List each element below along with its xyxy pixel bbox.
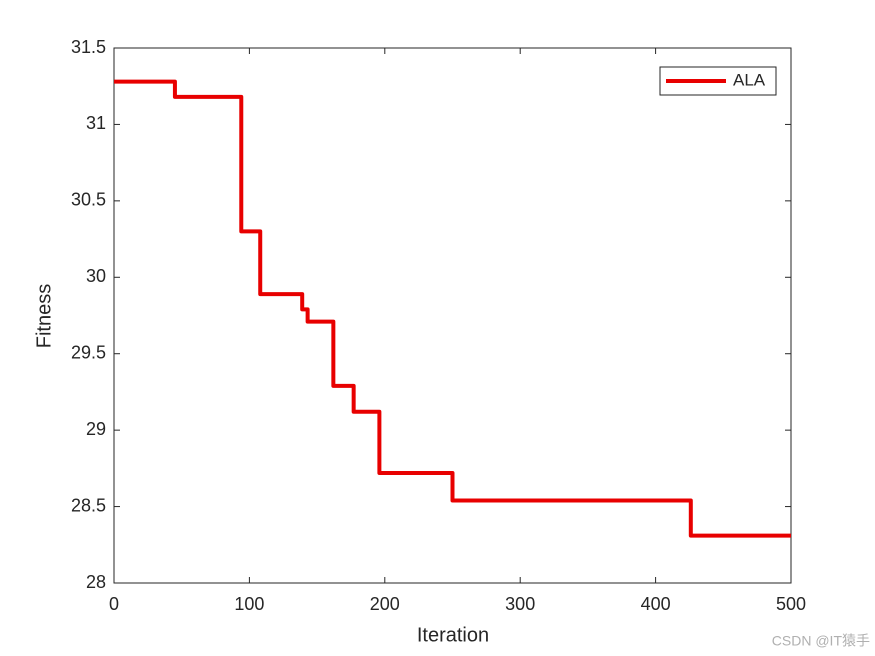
x-tick-label: 0	[109, 594, 119, 614]
x-tick-label: 400	[641, 594, 671, 614]
y-tick-label: 31	[86, 113, 106, 133]
y-tick-label: 29	[86, 419, 106, 439]
y-tick-label: 29.5	[71, 342, 106, 362]
y-tick-label: 31.5	[71, 37, 106, 57]
data-line	[114, 79, 791, 538]
y-tick-label: 28	[86, 572, 106, 592]
x-axis-label: Iteration	[417, 624, 489, 646]
y-axis-label: Fitness	[33, 284, 55, 348]
x-tick-label: 100	[234, 594, 264, 614]
watermark: CSDN @IT猿手	[772, 633, 870, 649]
y-tick-label: 28.5	[71, 495, 106, 515]
x-tick-label: 500	[776, 594, 806, 614]
x-tick-label: 300	[505, 594, 535, 614]
y-tick-label: 30	[86, 266, 106, 286]
y-tick-label: 30.5	[71, 190, 106, 210]
x-tick-label: 200	[370, 594, 400, 614]
legend-label: ALA	[733, 70, 766, 89]
